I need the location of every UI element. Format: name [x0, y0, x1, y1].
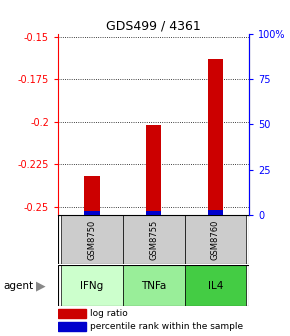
Text: GSM8750: GSM8750: [88, 219, 97, 259]
Bar: [58, 322, 86, 331]
Title: GDS499 / 4361: GDS499 / 4361: [106, 19, 201, 33]
Text: GSM8760: GSM8760: [211, 219, 220, 260]
FancyBboxPatch shape: [184, 215, 246, 264]
Text: IFNg: IFNg: [80, 281, 104, 291]
Text: GSM8755: GSM8755: [149, 219, 158, 259]
Bar: [84, 176, 100, 215]
Bar: [58, 309, 86, 318]
Text: TNFa: TNFa: [141, 281, 166, 291]
FancyBboxPatch shape: [184, 265, 246, 306]
Text: log ratio: log ratio: [90, 309, 128, 318]
Text: agent: agent: [3, 281, 33, 291]
Text: IL4: IL4: [208, 281, 223, 291]
Bar: [146, 125, 162, 215]
FancyBboxPatch shape: [123, 265, 184, 306]
Bar: [84, 211, 100, 215]
FancyBboxPatch shape: [123, 215, 184, 264]
Text: percentile rank within the sample: percentile rank within the sample: [90, 322, 244, 331]
Bar: [208, 210, 223, 215]
Bar: [146, 210, 162, 215]
FancyBboxPatch shape: [61, 265, 123, 306]
FancyBboxPatch shape: [61, 215, 123, 264]
Text: ▶: ▶: [36, 279, 46, 292]
Bar: [208, 59, 223, 215]
